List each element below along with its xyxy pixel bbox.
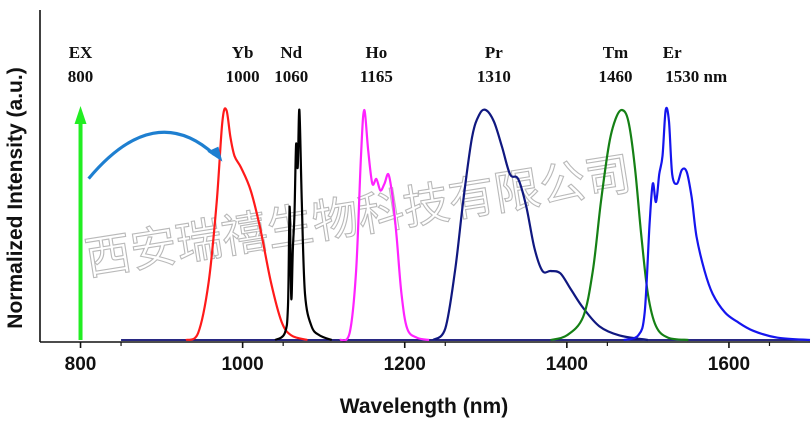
x-tick-label-3: 1400 <box>546 354 588 375</box>
peak-label-name-2: Nd <box>280 43 302 62</box>
peak-label-value-6: 1530 nm <box>665 67 727 86</box>
x-tick-label-0: 800 <box>65 354 97 375</box>
peak-label-name-4: Pr <box>485 43 503 62</box>
peak-label-name-3: Ho <box>366 43 388 62</box>
axes-layer <box>39 10 810 343</box>
peak-label-layer: EX 800 Yb 1000 Nd 1060 Ho 1165 Pr 1310 Tm 1460 Er 153… <box>68 43 727 86</box>
series-line-3 <box>432 108 649 342</box>
peak-label-value-4: 1310 <box>477 67 511 86</box>
x-tick-label-1: 1000 <box>221 354 263 375</box>
peak-label-name-6: Er <box>663 43 682 62</box>
peak-label-value-5: 1460 <box>598 67 632 86</box>
tick-layer: 800 1000 1200 1400 1600 <box>65 342 771 375</box>
series-line-4 <box>550 108 689 342</box>
series-line-1 <box>274 108 333 342</box>
series-layer <box>121 106 811 342</box>
peak-label-value-1: 1000 <box>226 67 260 86</box>
x-tick-label-2: 1200 <box>384 354 426 375</box>
peak-label-value-2: 1060 <box>274 67 308 86</box>
y-axis-title: Normalized Intensity (a.u.) <box>4 67 27 328</box>
peak-label-value-3: 1165 <box>360 67 393 86</box>
series-line-0 <box>185 107 308 342</box>
x-axis-title: Wavelength (nm) <box>340 395 508 418</box>
excitation-arrow-head <box>74 106 87 124</box>
series-line-5 <box>623 106 811 342</box>
peak-label-name-1: Yb <box>232 43 254 62</box>
x-tick-label-4: 1600 <box>708 354 750 375</box>
energy-transfer-arrow-head <box>207 146 223 162</box>
peak-label-value-0: 800 <box>68 67 94 86</box>
peak-label-name-0: EX <box>69 43 93 62</box>
series-line-2 <box>339 108 430 342</box>
energy-transfer-arrow <box>87 130 216 180</box>
peak-label-name-5: Tm <box>603 43 629 62</box>
arrow-layer <box>74 106 223 340</box>
